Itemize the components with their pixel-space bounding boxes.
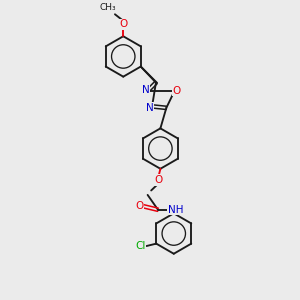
Text: O: O [136, 201, 144, 211]
Text: O: O [119, 20, 128, 29]
Text: N: N [142, 85, 150, 95]
Text: N: N [146, 103, 154, 113]
Text: O: O [154, 175, 162, 185]
Text: NH: NH [167, 205, 183, 215]
Text: O: O [172, 85, 181, 96]
Text: CH₃: CH₃ [100, 3, 116, 12]
Text: Cl: Cl [135, 241, 146, 251]
